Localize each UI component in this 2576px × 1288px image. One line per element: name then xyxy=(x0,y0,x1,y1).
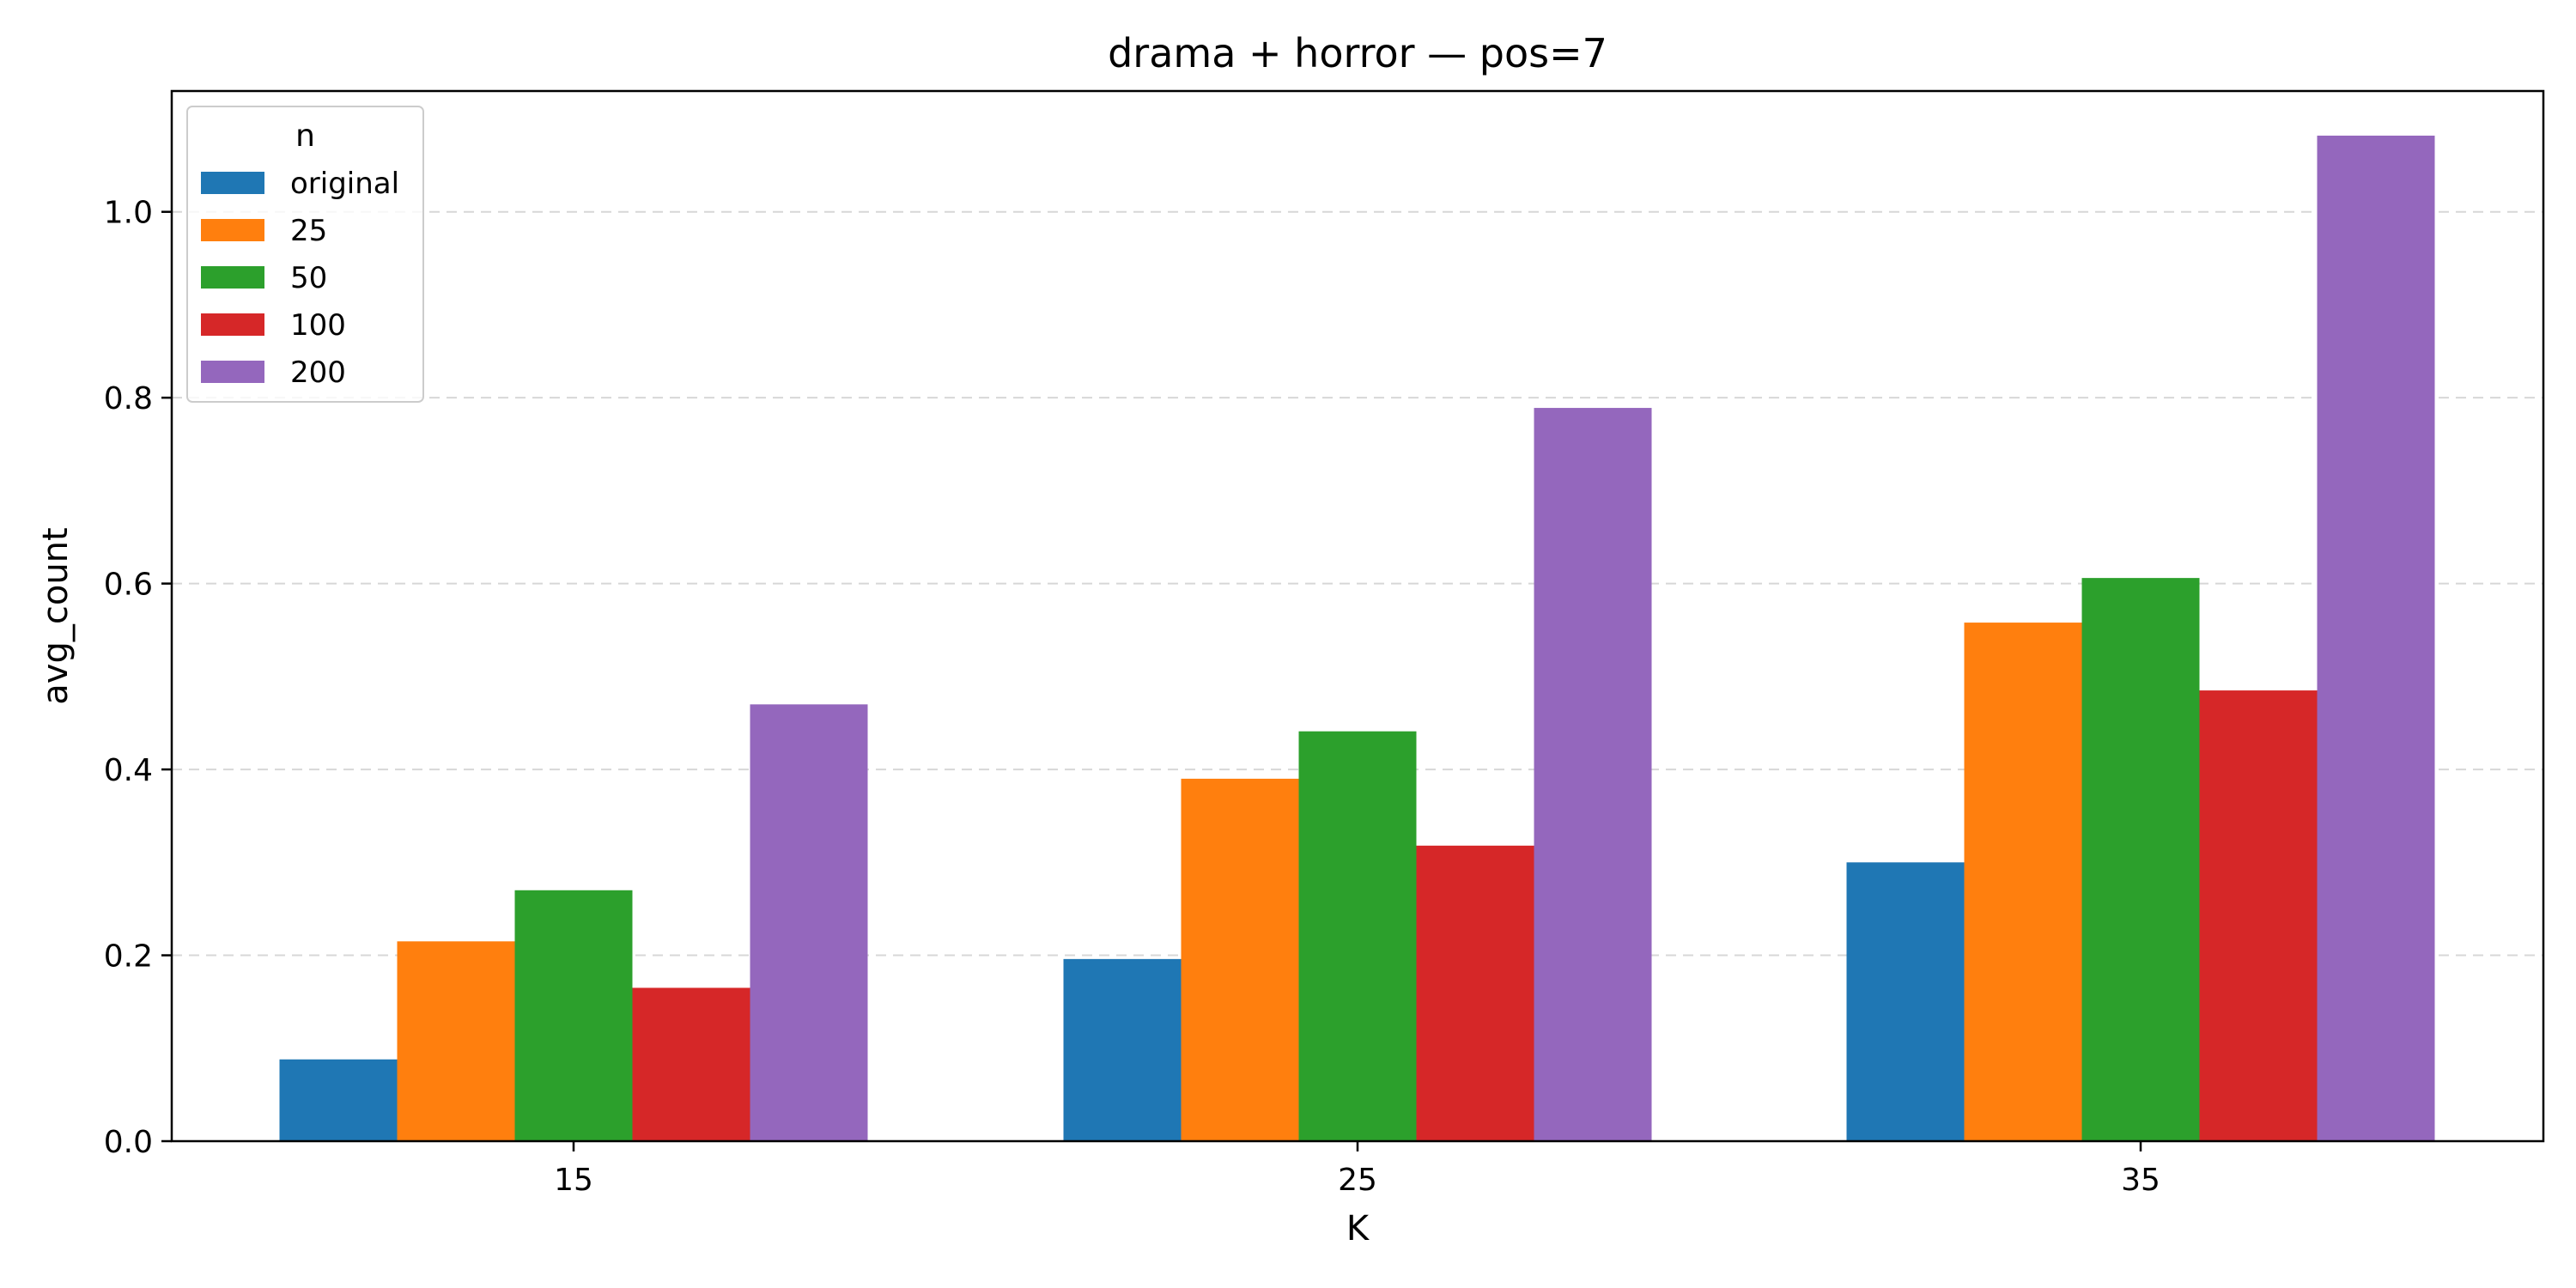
bar-200-25 xyxy=(1534,408,1652,1142)
legend-swatch-original xyxy=(201,172,264,194)
y-tick-label: 0.2 xyxy=(104,939,153,975)
y-axis: 0.0 0.2 0.4 0.6 0.8 1.0 xyxy=(104,196,172,1160)
legend-title: n xyxy=(295,118,315,154)
y-tick-label: 0.0 xyxy=(104,1125,153,1160)
bar-original-35 xyxy=(1846,862,1965,1141)
bar-200-15 xyxy=(750,704,868,1141)
bar-50-25 xyxy=(1298,731,1417,1141)
y-tick-label: 1.0 xyxy=(104,196,153,231)
bar-100-15 xyxy=(632,987,750,1141)
legend-swatch-50 xyxy=(201,266,264,289)
legend: n original 25 50 100 200 xyxy=(186,106,424,403)
x-tick-label: 25 xyxy=(1338,1163,1377,1198)
legend-swatch-25 xyxy=(201,219,264,241)
x-tick-label: 15 xyxy=(554,1163,593,1198)
legend-label-25: 25 xyxy=(290,214,327,248)
legend-swatch-200 xyxy=(201,361,264,383)
bar-100-35 xyxy=(2199,690,2318,1141)
y-axis-label: avg_count xyxy=(36,527,76,704)
chart-title: drama + horror — pos=7 xyxy=(1108,30,1607,76)
x-tick-label: 35 xyxy=(2121,1163,2160,1198)
bar-original-25 xyxy=(1063,958,1182,1141)
legend-label-200: 200 xyxy=(290,355,346,390)
bar-200-35 xyxy=(2317,135,2435,1141)
y-tick-label: 0.6 xyxy=(104,568,153,603)
bar-100-25 xyxy=(1416,845,1534,1141)
legend-label-100: 100 xyxy=(290,308,346,343)
x-axis-label: K xyxy=(1346,1209,1370,1249)
y-tick-label: 0.4 xyxy=(104,753,153,788)
x-axis: 15 25 35 xyxy=(554,1141,2160,1198)
bar-25-35 xyxy=(1964,623,2082,1141)
bar-25-25 xyxy=(1181,778,1299,1141)
bar-50-35 xyxy=(2081,578,2200,1141)
bar-25-15 xyxy=(397,941,515,1141)
legend-label-original: original xyxy=(290,167,399,201)
bar-50-15 xyxy=(514,890,633,1141)
bars xyxy=(279,135,2435,1142)
legend-label-50: 50 xyxy=(290,261,327,295)
legend-swatch-100 xyxy=(201,313,264,336)
bar-original-15 xyxy=(279,1059,398,1141)
y-tick-label: 0.8 xyxy=(104,381,153,416)
